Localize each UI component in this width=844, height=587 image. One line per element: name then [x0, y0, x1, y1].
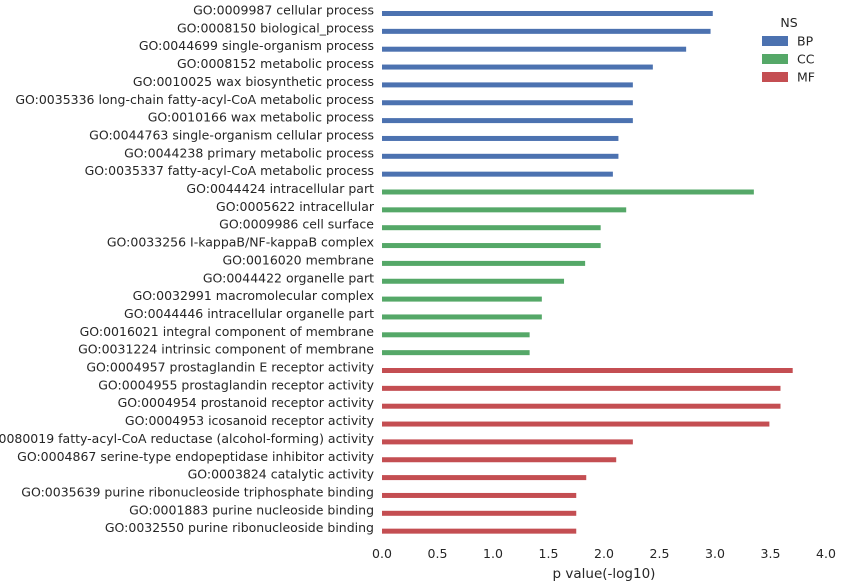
category-label: GO:0044238 primary metabolic process	[124, 145, 374, 160]
category-label: GO:0008150 biological_process	[177, 20, 374, 35]
bar	[382, 314, 542, 320]
bar	[382, 153, 619, 159]
legend-label: CC	[797, 52, 815, 67]
legend-label: BP	[797, 34, 814, 49]
category-label: GO:0031224 intrinsic component of membra…	[78, 342, 374, 357]
category-label: GO:0080019 fatty-acyl-CoA reductase (alc…	[0, 431, 375, 446]
bar	[382, 118, 633, 124]
bar	[382, 403, 781, 409]
x-tick-label: 3.0	[705, 546, 725, 561]
bar	[382, 28, 711, 34]
category-label: GO:0004867 serine-type endopeptidase inh…	[17, 449, 374, 464]
category-label: GO:0035639 purine ribonucleoside triphos…	[21, 484, 374, 499]
category-label: GO:0004955 prostaglandin receptor activi…	[98, 377, 374, 392]
bar	[382, 528, 577, 534]
bar	[382, 260, 586, 266]
category-label: GO:0005622 intracellular	[216, 199, 375, 214]
category-label: GO:0001883 purine nucleoside binding	[129, 502, 374, 517]
category-label: GO:0016020 membrane	[222, 252, 374, 267]
category-label: GO:0010166 wax metabolic process	[148, 110, 374, 125]
x-tick-label: 1.0	[483, 546, 503, 561]
bar	[382, 332, 530, 338]
category-label: GO:0044446 intracellular organelle part	[124, 306, 374, 321]
bar	[382, 189, 754, 195]
category-label: GO:0016021 integral component of membran…	[80, 324, 375, 339]
bar	[382, 278, 565, 284]
bar	[382, 225, 601, 231]
x-tick-label: 4.0	[816, 546, 836, 561]
category-label: GO:0009986 cell surface	[219, 217, 374, 232]
legend-swatch	[762, 36, 788, 46]
category-label: GO:0004957 prostaglandin E receptor acti…	[86, 360, 374, 375]
bar	[382, 385, 781, 391]
bar	[382, 368, 793, 373]
bars-group	[382, 11, 793, 534]
category-label: GO:0044699 single-organism process	[139, 38, 374, 53]
category-labels-group: GO:0009987 cellular process GO:0008150 bi…	[0, 3, 375, 536]
x-tick-label: 1.5	[539, 546, 559, 561]
bar	[382, 457, 617, 463]
bar	[382, 296, 542, 302]
bar	[382, 510, 577, 516]
legend-title: NS	[780, 15, 797, 30]
category-label: GO:0044424 intracellular part	[186, 181, 374, 196]
category-label: GO:0008152 metabolic process	[177, 56, 374, 71]
bar	[382, 492, 577, 498]
bar	[382, 243, 601, 249]
x-tick-label: 3.5	[761, 546, 781, 561]
bar	[382, 207, 627, 213]
x-tick-label: 2.0	[594, 546, 614, 561]
x-tick-label: 0.0	[372, 546, 392, 561]
category-label: GO:0004953 icosanoid receptor activity	[125, 413, 375, 428]
category-label: GO:0004954 prostanoid receptor activity	[118, 395, 375, 410]
bar	[382, 350, 530, 356]
bar	[382, 135, 619, 141]
category-label: GO:0035337 fatty-acyl-CoA metabolic proc…	[85, 163, 374, 178]
category-label: GO:0033256 I-kappaB/NF-kappaB complex	[107, 235, 374, 250]
category-label: GO:0009987 cellular process	[193, 3, 374, 18]
category-label: GO:0044422 organelle part	[203, 270, 374, 285]
legend-swatch	[762, 54, 788, 64]
bar	[382, 421, 770, 427]
category-label: GO:0003824 catalytic activity	[188, 467, 375, 482]
category-label: GO:0035336 long-chain fatty-acyl-CoA met…	[15, 92, 374, 107]
x-tick-label: 0.5	[428, 546, 448, 561]
x-tick-label: 2.5	[650, 546, 670, 561]
category-label: GO:0044763 single-organism cellular proc…	[89, 127, 374, 142]
bar	[382, 82, 633, 88]
legend: NS BP CC MF	[762, 15, 815, 85]
bar	[382, 64, 653, 70]
bar	[382, 439, 633, 445]
bar	[382, 11, 713, 16]
bar	[382, 100, 633, 106]
legend-label: MF	[797, 70, 815, 85]
legend-entries: BP CC MF	[762, 34, 815, 85]
bar	[382, 46, 687, 52]
x-tick-labels-group: 0.0 0.5 1.0 1.5 2.0 2.5 3.0 3.5 4.0	[372, 546, 836, 561]
category-label: GO:0032550 purine ribonucleoside binding	[105, 520, 374, 535]
legend-swatch	[762, 72, 788, 82]
category-label: GO:0010025 wax biosynthetic process	[133, 74, 374, 89]
category-label: GO:0032991 macromolecular complex	[133, 288, 374, 303]
x-axis-title: p value(-log10)	[553, 566, 656, 582]
bar	[382, 475, 587, 481]
bar	[382, 171, 613, 177]
